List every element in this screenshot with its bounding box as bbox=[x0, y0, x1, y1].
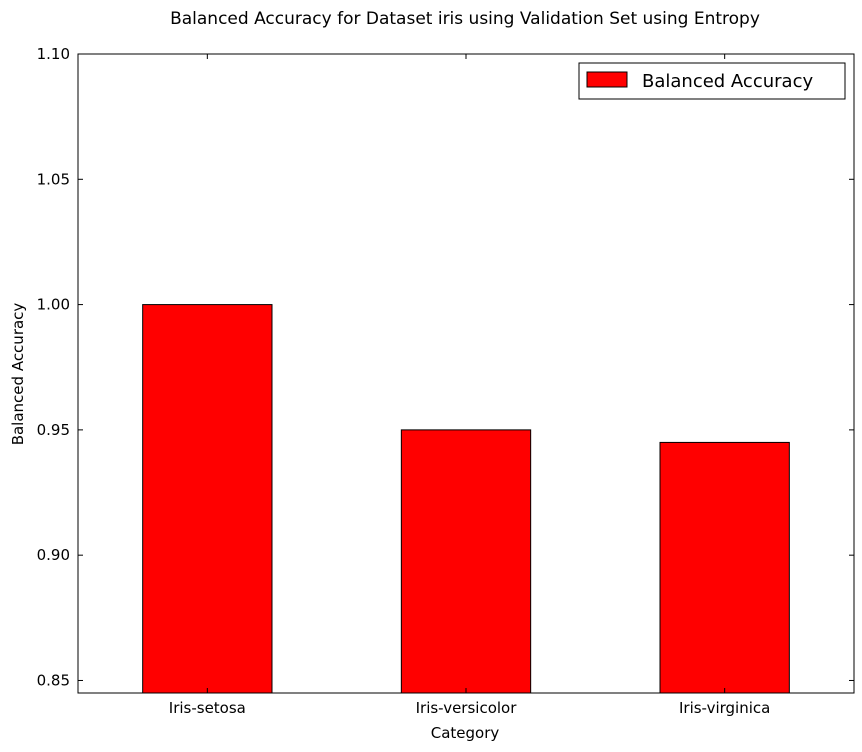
y-tick-label: 1.10 bbox=[37, 45, 70, 63]
y-tick-label: 0.85 bbox=[37, 671, 70, 689]
bar-iris-setosa bbox=[142, 304, 273, 694]
plot-frame bbox=[77, 53, 855, 694]
y-tick-label: 1.00 bbox=[37, 296, 70, 314]
legend-swatch bbox=[586, 71, 628, 88]
bar-iris-versicolor bbox=[400, 429, 532, 694]
y-axis-label: Balanced Accuracy bbox=[9, 303, 27, 446]
bars-group bbox=[142, 304, 790, 694]
bar-iris-virginica bbox=[659, 441, 790, 694]
x-ticks-group: Iris-setosa Iris-versicolor Iris-virginica bbox=[169, 54, 770, 717]
legend: Balanced Accuracy bbox=[578, 62, 846, 100]
x-axis-label: Category bbox=[431, 724, 500, 742]
x-tick-label: Iris-versicolor bbox=[416, 699, 518, 717]
y-tick-label: 0.95 bbox=[37, 421, 70, 439]
x-tick-label: Iris-virginica bbox=[679, 699, 770, 717]
y-ticks-group: 0.85 0.90 0.95 1.00 1.05 1.10 bbox=[37, 45, 854, 689]
x-tick-label: Iris-setosa bbox=[169, 699, 246, 717]
y-tick-label: 0.90 bbox=[37, 546, 70, 564]
legend-label: Balanced Accuracy bbox=[642, 71, 813, 92]
chart-title: Balanced Accuracy for Dataset iris using… bbox=[170, 9, 760, 29]
y-tick-label: 1.05 bbox=[37, 170, 70, 188]
